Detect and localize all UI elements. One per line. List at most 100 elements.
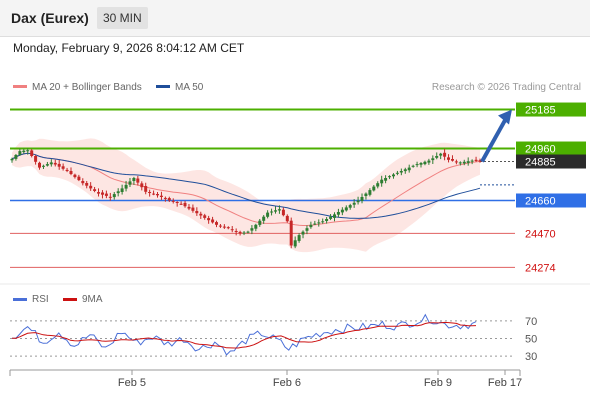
- rsi-tick-label: 50: [525, 334, 537, 346]
- candle-body: [34, 156, 38, 162]
- arrow-head: [498, 109, 512, 125]
- candle-body: [399, 171, 403, 173]
- candle-body: [403, 169, 407, 172]
- candle-body: [187, 206, 191, 209]
- candle-body: [395, 172, 399, 174]
- pivot-line-label-box: [516, 193, 586, 208]
- candle-body: [313, 223, 317, 225]
- candle-body: [163, 197, 167, 199]
- candle-body: [183, 202, 187, 207]
- rsi-tick-label: 30: [525, 351, 537, 363]
- candle-body: [262, 216, 266, 221]
- ma20-legend-label: MA 20 + Bollinger Bands: [32, 82, 142, 93]
- x-axis-ticks: Feb 5 Feb 6 Feb 9 Feb 17: [118, 370, 522, 389]
- bollinger-band-area: [12, 138, 480, 253]
- candle-body: [388, 176, 391, 178]
- candle-body: [124, 184, 128, 189]
- candle-body: [415, 164, 419, 166]
- candle-body: [309, 224, 313, 228]
- candle-body: [368, 190, 372, 195]
- candle-body: [384, 178, 388, 181]
- candle-body: [179, 203, 183, 205]
- candle-body: [144, 186, 148, 192]
- candle-body: [380, 179, 384, 184]
- rsi-ma-legend-swatch: [63, 298, 77, 301]
- candle-body: [22, 150, 26, 153]
- resistance-line-label: 24960: [525, 144, 556, 156]
- candle-body: [293, 240, 297, 247]
- watermark: Research © 2026 Trading Central: [432, 82, 581, 93]
- ma50-line: [11, 152, 481, 219]
- candle-body: [242, 232, 246, 234]
- candle-body: [61, 166, 65, 169]
- candle-body: [57, 163, 61, 167]
- candle-body: [230, 229, 234, 231]
- candle-body: [101, 192, 104, 195]
- candle-body: [65, 169, 69, 171]
- resistance-line-label-box: [516, 102, 586, 117]
- resistance-line-label-box: [516, 141, 586, 156]
- candle-body: [454, 161, 458, 163]
- x-tick-label: Feb 17: [488, 377, 522, 389]
- x-tick-label: Feb 6: [273, 377, 301, 389]
- candle-body: [443, 152, 447, 157]
- candle-body: [140, 183, 144, 188]
- candle-body: [211, 219, 215, 223]
- bollinger-band-fill: [12, 138, 480, 253]
- candle-body: [238, 231, 242, 234]
- candle-body: [372, 186, 376, 191]
- candle-body: [427, 160, 431, 163]
- candle-body: [93, 189, 97, 191]
- candle-body: [203, 215, 207, 218]
- candle-body: [462, 161, 466, 164]
- candle-body: [297, 235, 301, 241]
- candle-body: [226, 227, 230, 229]
- candle-body: [340, 209, 344, 213]
- candle-body: [89, 185, 93, 189]
- candle-body: [53, 162, 57, 165]
- candle-body: [159, 195, 163, 197]
- candle-body: [191, 207, 195, 211]
- candle-body: [431, 158, 435, 161]
- ma50-legend-swatch: [156, 85, 170, 88]
- resistance-line-label: 25185: [525, 105, 556, 117]
- candle-body: [246, 231, 250, 233]
- candle-body: [344, 207, 348, 211]
- timeframe-badge[interactable]: 30 MIN: [97, 7, 148, 29]
- chart-datetime: Monday, February 9, 2026 8:04:12 AM CET: [13, 41, 245, 55]
- arrow-shaft: [480, 117, 508, 163]
- candle-body: [30, 150, 34, 156]
- candle-body: [218, 225, 222, 227]
- candle-body: [356, 200, 360, 203]
- candle-body: [81, 181, 85, 184]
- candle-body: [317, 222, 321, 224]
- candle-body: [14, 155, 18, 159]
- candle-body: [199, 213, 203, 216]
- candle-body: [329, 216, 333, 219]
- support-label: 24274: [525, 262, 556, 274]
- candle-body: [73, 174, 77, 178]
- level-lines: [10, 108, 515, 268]
- candle-body: [447, 157, 450, 160]
- candle-body: [207, 218, 211, 221]
- candle-body: [419, 163, 423, 165]
- rsi-legend-swatch: [13, 298, 27, 301]
- candle-body: [333, 214, 336, 218]
- candle-body: [116, 191, 120, 194]
- candle-body: [148, 192, 152, 193]
- candle-body: [266, 212, 270, 217]
- candle-body: [321, 221, 325, 223]
- ma20-legend-swatch: [13, 85, 27, 88]
- candle-body: [250, 228, 254, 231]
- candle-body: [104, 193, 108, 196]
- candle-body: [45, 164, 49, 166]
- candle-body: [167, 198, 171, 201]
- support-label: 24470: [525, 228, 556, 240]
- main-legend: MA 20 + Bollinger Bands MA 50 Research ©…: [13, 82, 581, 93]
- instrument-title: Dax (Eurex): [11, 10, 89, 26]
- candle-body: [376, 183, 380, 187]
- candle-body: [285, 215, 289, 222]
- candle-body: [156, 194, 159, 196]
- candle-body: [423, 161, 427, 165]
- candle-body: [222, 226, 226, 228]
